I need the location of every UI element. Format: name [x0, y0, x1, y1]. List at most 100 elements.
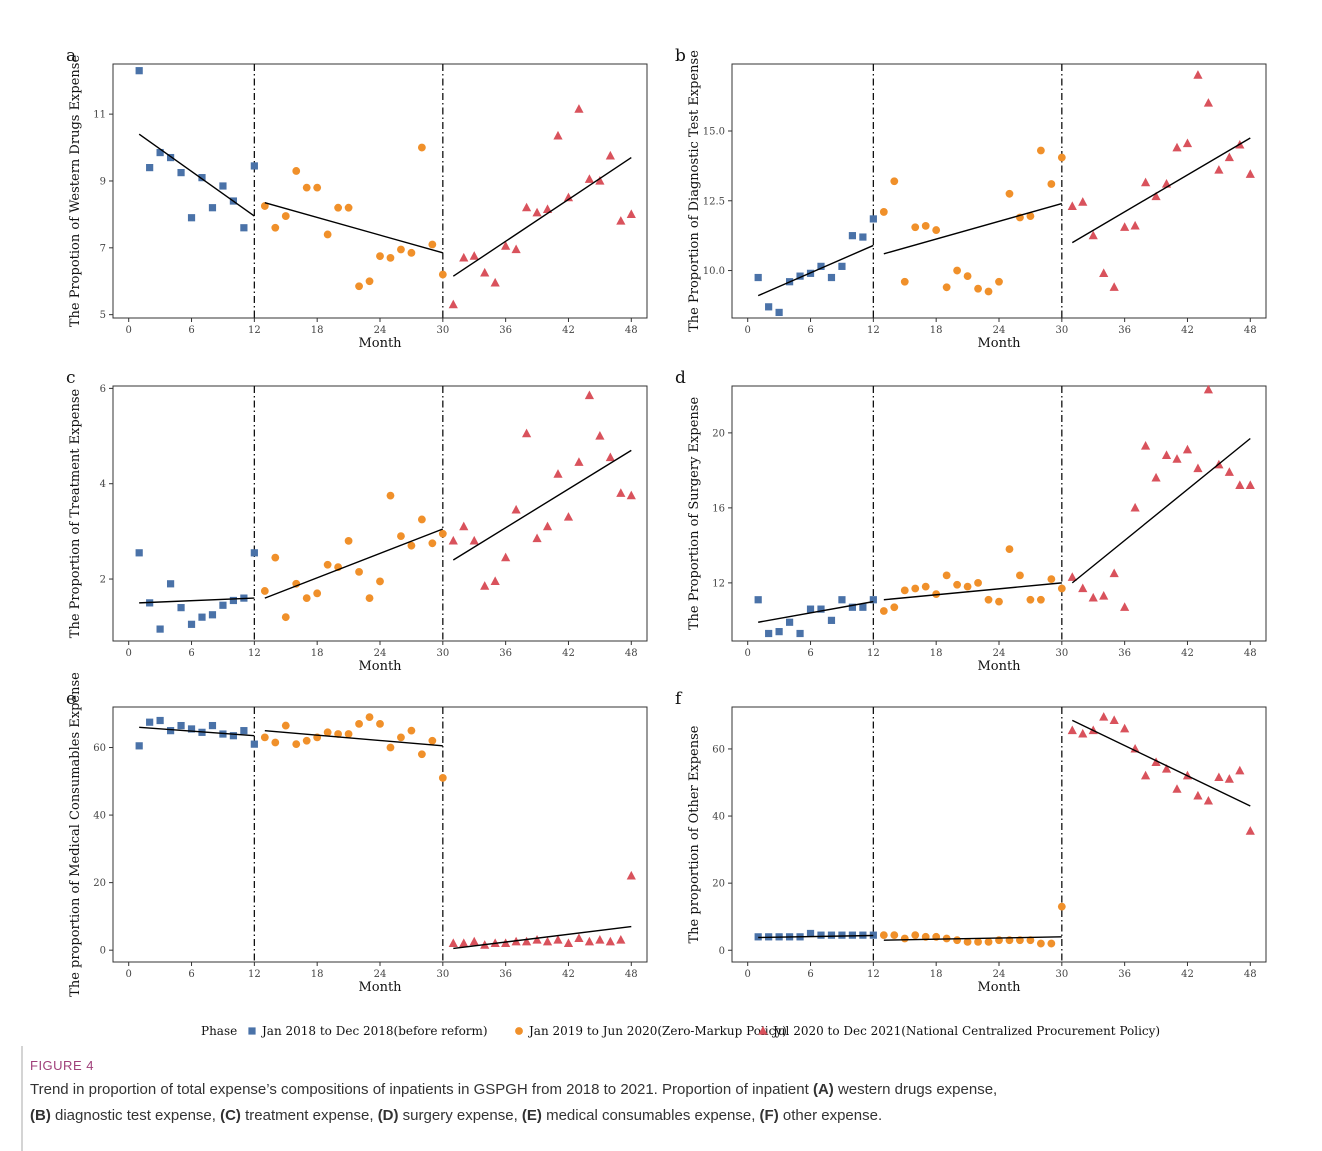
x-tick-label: 6 [807, 969, 813, 980]
trend-line [264, 528, 444, 599]
data-point [365, 594, 374, 603]
data-point [521, 428, 532, 438]
data-point [574, 933, 584, 942]
x-tick-label: 24 [374, 325, 387, 336]
data-point [984, 937, 993, 946]
data-point [334, 203, 343, 212]
figure-caption: FIGURE 4 Trend in proportion of total ex… [30, 1058, 997, 1124]
data-point [250, 549, 258, 557]
data-point [900, 586, 909, 595]
data-point [344, 537, 353, 545]
data-point [146, 718, 154, 726]
data-point [281, 613, 290, 622]
trend-line [139, 726, 255, 737]
y-tick-label: 5 [100, 310, 106, 321]
data-point [397, 733, 405, 742]
data-point [584, 174, 595, 183]
trend-line [758, 934, 874, 939]
y-tick-label: 12 [712, 578, 725, 589]
data-point [229, 732, 238, 740]
data-point [1016, 571, 1024, 580]
y-tick-label: 7 [100, 243, 106, 254]
data-point [848, 232, 857, 240]
x-axis-label: Month [977, 980, 1021, 995]
x-tick-label: 6 [188, 325, 194, 336]
data-point [1245, 480, 1255, 489]
data-point [1161, 764, 1172, 773]
x-tick-label: 24 [993, 648, 1006, 659]
x-tick-label: 24 [374, 648, 387, 659]
data-point [490, 277, 500, 287]
trend-line [452, 449, 632, 561]
caption-segment: other expense. [779, 1107, 882, 1124]
data-point [271, 223, 280, 232]
data-point [428, 736, 437, 745]
y-axis-label: The proportion of Other Expense [687, 725, 702, 943]
data-point [344, 730, 353, 738]
data-point [438, 774, 447, 782]
data-point [365, 277, 374, 286]
data-point [1193, 70, 1203, 79]
data-point [229, 596, 238, 605]
data-point [963, 937, 972, 946]
data-point [344, 203, 353, 212]
data-point [953, 580, 962, 589]
data-point [532, 935, 542, 944]
data-point [240, 727, 248, 735]
x-tick-label: 18 [311, 648, 324, 659]
caption-panel-ref: (E) [522, 1107, 542, 1124]
data-point [1047, 180, 1056, 188]
data-point [448, 299, 458, 309]
data-point [355, 719, 363, 728]
data-point [879, 607, 888, 615]
data-point [995, 277, 1003, 286]
y-tick-label: 20 [712, 428, 725, 439]
data-point [806, 605, 815, 613]
x-tick-label: 48 [1244, 969, 1257, 980]
data-point [281, 212, 290, 220]
x-tick-label: 48 [1244, 325, 1257, 336]
x-tick-label: 24 [374, 969, 387, 980]
data-point [626, 209, 636, 218]
data-point [563, 938, 574, 948]
y-tick-label: 10.0 [703, 266, 725, 277]
x-axis-label: Month [977, 659, 1021, 674]
data-point [521, 936, 532, 946]
data-point [490, 576, 500, 586]
data-point [796, 629, 804, 638]
data-point [438, 529, 447, 538]
x-tick-label: 6 [807, 648, 813, 659]
data-point [616, 216, 626, 225]
data-point [859, 233, 867, 241]
data-point [754, 273, 762, 282]
data-point [302, 183, 311, 192]
data-point [1109, 282, 1119, 291]
data-point [626, 490, 636, 500]
y-tick-label: 11 [93, 110, 106, 121]
caption-line-2: (B) diagnostic test expense, (C) treatme… [30, 1107, 882, 1124]
data-point [480, 581, 490, 590]
data-point [984, 595, 993, 604]
legend-title: Phase [201, 1024, 237, 1038]
x-tick-label: 30 [436, 648, 449, 659]
data-point [146, 164, 154, 172]
data-point [848, 603, 857, 611]
data-point [459, 521, 469, 531]
panel-letter: d [675, 368, 686, 388]
y-tick-label: 12.5 [703, 196, 725, 207]
data-point [1130, 502, 1140, 512]
data-point [292, 740, 301, 749]
trend-line [883, 202, 1063, 255]
data-point [1078, 728, 1088, 738]
data-point [281, 721, 290, 730]
data-point [1088, 230, 1098, 240]
data-point [1099, 591, 1109, 600]
y-tick-label: 0 [719, 946, 725, 957]
data-point [1224, 467, 1234, 476]
data-point [1140, 770, 1151, 780]
data-point [616, 935, 626, 944]
trend-line [758, 600, 874, 623]
data-point [198, 174, 206, 182]
